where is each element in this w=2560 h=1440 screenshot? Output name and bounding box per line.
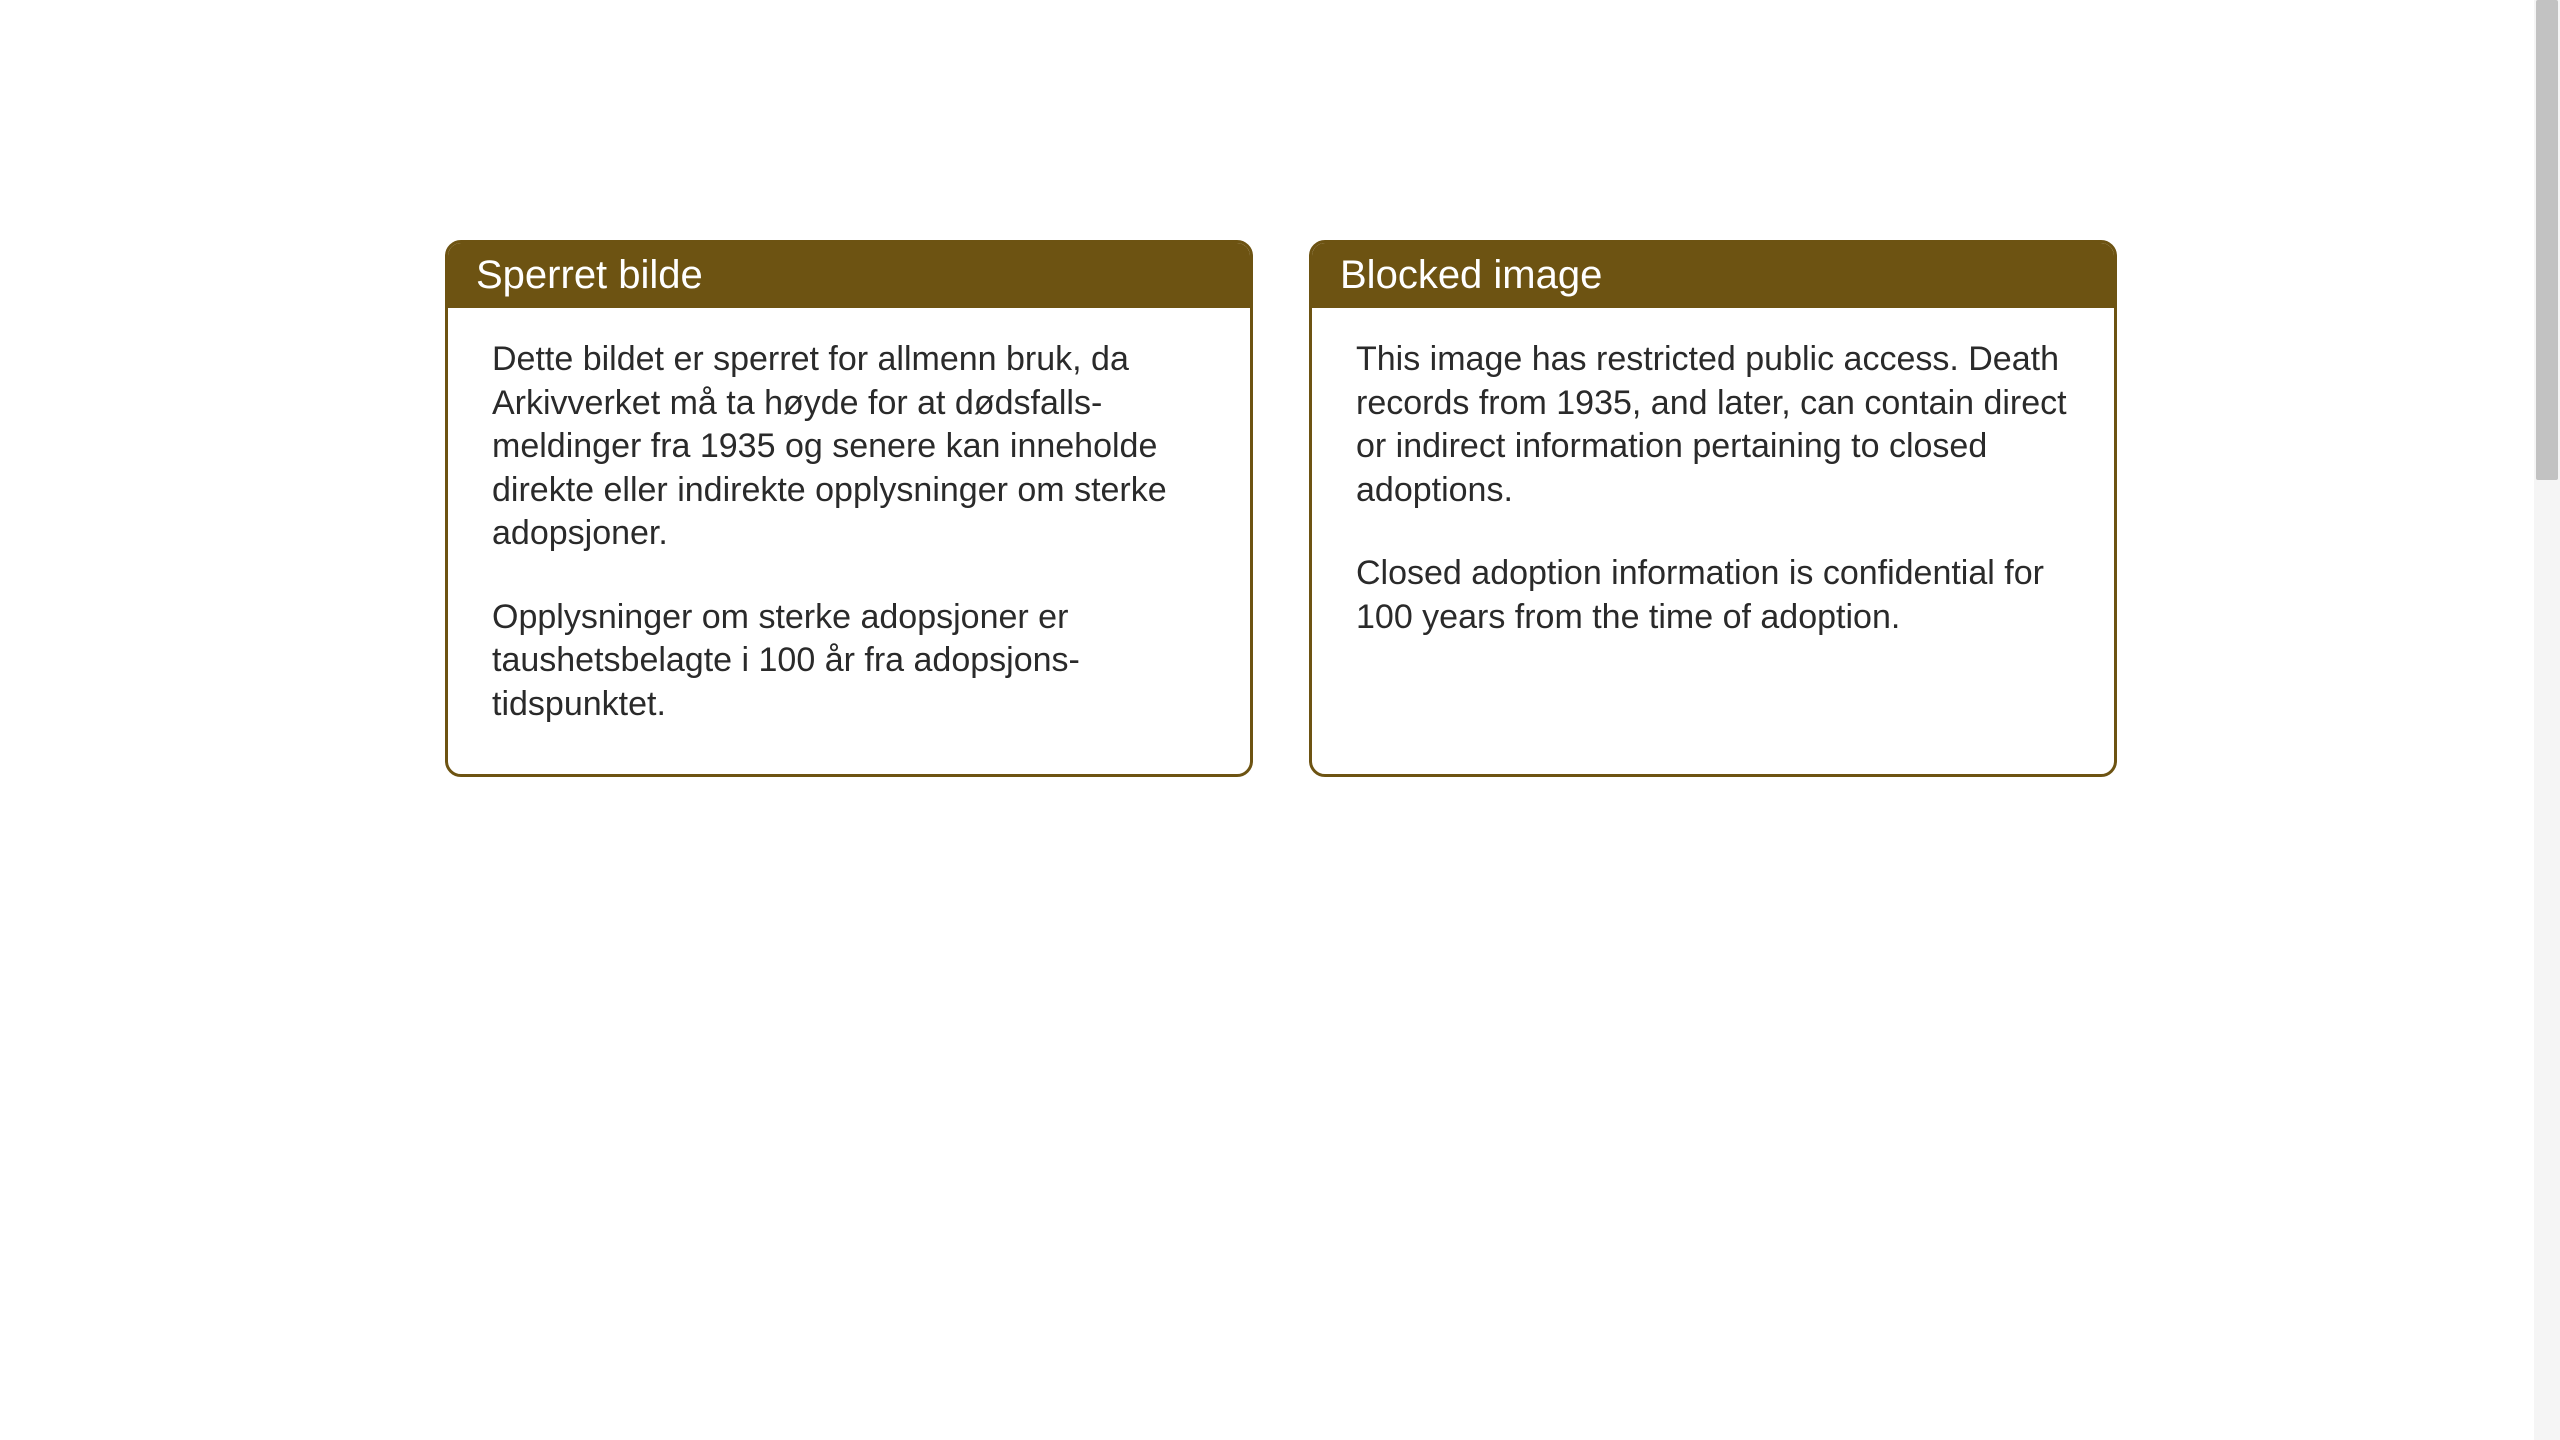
norwegian-notice-title: Sperret bilde (448, 243, 1250, 308)
english-paragraph-1: This image has restricted public access.… (1356, 338, 2070, 512)
norwegian-notice-body: Dette bildet er sperret for allmenn bruk… (448, 308, 1250, 774)
norwegian-paragraph-2: Opplysninger om sterke adopsjoner er tau… (492, 596, 1206, 727)
english-notice-body: This image has restricted public access.… (1312, 308, 2114, 687)
vertical-scrollbar-thumb[interactable] (2536, 0, 2558, 480)
english-paragraph-2: Closed adoption information is confident… (1356, 552, 2070, 639)
english-notice-title: Blocked image (1312, 243, 2114, 308)
vertical-scrollbar-track[interactable] (2534, 0, 2560, 1440)
english-notice-box: Blocked image This image has restricted … (1309, 240, 2117, 777)
notice-container: Sperret bilde Dette bildet er sperret fo… (445, 240, 2117, 777)
norwegian-notice-box: Sperret bilde Dette bildet er sperret fo… (445, 240, 1253, 777)
norwegian-paragraph-1: Dette bildet er sperret for allmenn bruk… (492, 338, 1206, 556)
